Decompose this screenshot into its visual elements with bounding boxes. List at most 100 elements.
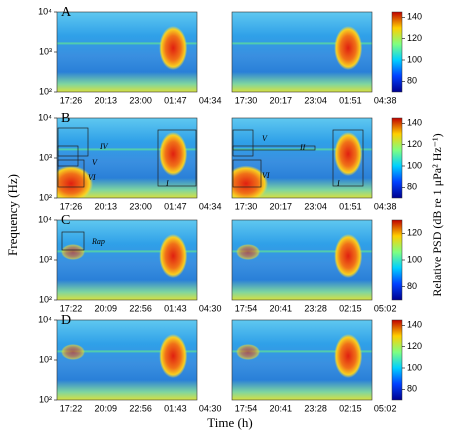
x-tick-label: 20:09 — [95, 403, 118, 413]
x-axis-label: Time (h) — [207, 415, 252, 430]
annotation: I — [336, 179, 340, 188]
x-tick-label: 22:56 — [129, 303, 152, 313]
colorbar-label: Relative PSD (dB re 1 μPa² Hz⁻¹) — [430, 133, 444, 296]
annotation-box — [57, 127, 89, 157]
frame — [231, 319, 373, 401]
spectrogram-panel — [231, 117, 373, 199]
blob — [159, 132, 188, 176]
blob — [159, 234, 188, 278]
blob — [236, 244, 260, 260]
spectrogram-image — [232, 220, 372, 300]
y-tick-label: 10³ — [39, 152, 52, 162]
annotation-box — [232, 145, 316, 151]
blob — [334, 334, 363, 378]
spectrogram-panel — [56, 219, 198, 301]
y-tick-label: 10⁴ — [38, 112, 52, 122]
spectrogram-image — [57, 12, 197, 92]
colorbar-tick-label: 80 — [407, 281, 417, 291]
x-tick-label: 20:41 — [270, 303, 293, 313]
x-tick-label: 17:22 — [60, 403, 83, 413]
x-tick-label: 20:17 — [270, 95, 293, 105]
annotation: I — [165, 179, 169, 188]
blob — [236, 344, 260, 360]
band — [232, 250, 372, 253]
x-tick-label: 20:13 — [95, 201, 118, 211]
x-tick-label: 01:43 — [164, 403, 187, 413]
x-tick-label: 17:30 — [235, 201, 258, 211]
spectrogram-image — [232, 320, 372, 400]
y-axis-label: Frequency (Hz) — [5, 174, 20, 256]
y-tick-label: 10² — [39, 86, 52, 96]
x-tick-label: 22:56 — [129, 403, 152, 413]
x-tick-label: 01:47 — [164, 95, 187, 105]
x-tick-label: 01:47 — [164, 201, 187, 211]
annotation-box — [332, 129, 364, 187]
panel-label: D — [61, 313, 71, 328]
y-tick-label: 10³ — [39, 354, 52, 364]
x-tick-label: 17:26 — [60, 201, 83, 211]
blob — [159, 334, 188, 378]
panel-label: B — [61, 111, 70, 126]
x-tick-label: 04:30 — [199, 303, 222, 313]
colorbar — [391, 11, 403, 93]
y-tick-label: 10² — [39, 192, 52, 202]
y-tick-label: 10² — [39, 294, 52, 304]
annotation: V — [92, 158, 98, 167]
spectrogram-panel — [231, 11, 373, 93]
x-tick-label: 01:43 — [164, 303, 187, 313]
annotation: Rap — [91, 237, 105, 246]
x-tick-label: 17:54 — [235, 303, 258, 313]
annotation-box — [61, 231, 85, 251]
x-tick-label: 01:51 — [339, 95, 362, 105]
x-tick-label: 04:34 — [199, 95, 222, 105]
y-tick-label: 10² — [39, 394, 52, 404]
band — [57, 350, 197, 353]
colorbar — [391, 319, 403, 401]
y-tick-label: 10³ — [39, 46, 52, 56]
blob — [334, 234, 363, 278]
blob — [159, 26, 188, 70]
blob — [334, 26, 363, 70]
annotation-box — [232, 159, 262, 188]
colorbar-tick-label: 120 — [407, 341, 422, 351]
colorbar-tick-label: 120 — [407, 33, 422, 43]
y-tick-label: 10⁴ — [38, 6, 52, 16]
annotation-box — [157, 129, 197, 187]
y-tick-label: 10⁴ — [38, 314, 52, 324]
band — [57, 250, 197, 253]
colorbar-tick-label: 140 — [407, 12, 422, 22]
x-tick-label: 05:02 — [374, 303, 397, 313]
colorbar-tick-label: 100 — [407, 160, 422, 170]
x-tick-label: 20:17 — [270, 201, 293, 211]
x-tick-label: 02:15 — [339, 303, 362, 313]
annotation: VI — [262, 171, 270, 180]
blob — [57, 165, 93, 198]
x-tick-label: 23:00 — [129, 201, 152, 211]
annotation-box — [57, 159, 85, 188]
spectrogram-panel — [56, 319, 198, 401]
spectrogram-image — [232, 118, 372, 198]
spectrogram-panel — [231, 219, 373, 301]
colorbar-tick-label: 80 — [407, 76, 417, 86]
x-tick-label: 05:02 — [374, 403, 397, 413]
colorbar-tick-label: 120 — [407, 228, 422, 238]
annotation-box — [57, 145, 79, 167]
band — [57, 148, 197, 151]
colorbar-tick-label: 80 — [407, 384, 417, 394]
frame — [231, 117, 373, 199]
x-tick-label: 04:30 — [199, 403, 222, 413]
blob — [334, 132, 363, 176]
y-tick-label: 10⁴ — [38, 214, 52, 224]
spectrogram-image — [232, 12, 372, 92]
spectrogram-image — [57, 320, 197, 400]
y-tick-label: 10³ — [39, 254, 52, 264]
band — [232, 350, 372, 353]
band — [232, 42, 372, 45]
spectrogram-panel — [231, 319, 373, 401]
x-tick-label: 23:04 — [304, 201, 327, 211]
colorbar-tick-label: 100 — [407, 362, 422, 372]
x-tick-label: 01:51 — [339, 201, 362, 211]
x-tick-label: 17:54 — [235, 403, 258, 413]
x-tick-label: 04:34 — [199, 201, 222, 211]
colorbar-tick-label: 100 — [407, 54, 422, 64]
